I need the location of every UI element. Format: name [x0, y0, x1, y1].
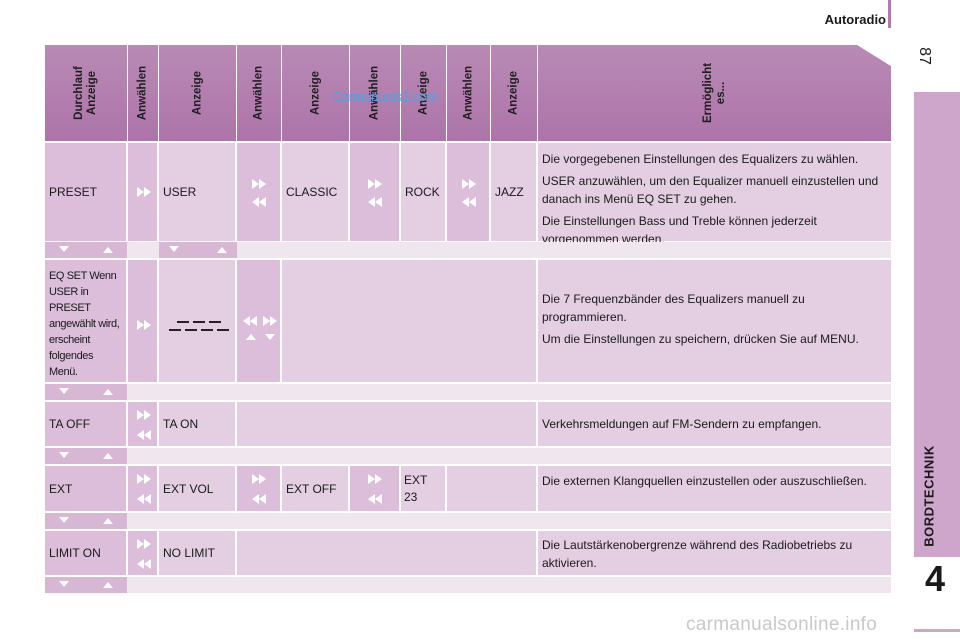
cell-ext-23: EXT 23	[401, 466, 447, 511]
header-anwaehlen-3: Anwählen	[350, 45, 401, 141]
triangle-up-icon	[103, 518, 113, 524]
cell-rock: ROCK	[401, 143, 447, 241]
header-durchlauf: Durchlauf Anzeige	[45, 45, 128, 141]
triangle-down-icon	[59, 517, 69, 523]
watermark-top: Carmanuals2.com	[332, 89, 438, 104]
header-anzeige-1: Anzeige	[159, 45, 237, 141]
cell-eq-bars	[159, 260, 237, 382]
cell-jazz: JAZZ	[491, 143, 538, 241]
cell-ta-on: TA ON	[159, 402, 237, 446]
cell-select-limit	[128, 531, 159, 575]
cell-select-3	[350, 143, 401, 241]
triangle-up-icon	[103, 453, 113, 459]
fast-forward-icon	[137, 474, 151, 484]
fast-forward-icon	[137, 187, 151, 197]
cell-select-4	[447, 143, 491, 241]
cell-select-1	[128, 143, 159, 241]
cell-preset: PRESET	[45, 143, 128, 241]
cell-ta-off: TA OFF	[45, 402, 128, 446]
header-ermoeglicht: Ermöglicht es...	[701, 62, 727, 123]
cell-eq-nav	[237, 260, 282, 382]
fast-forward-icon	[137, 410, 151, 420]
cell-select-eq	[128, 260, 159, 382]
triangle-down-icon	[169, 246, 179, 252]
triangle-down-icon	[59, 581, 69, 587]
triangle-down-icon	[59, 388, 69, 394]
rewind-icon	[137, 559, 151, 569]
chapter-number: 4	[924, 558, 946, 599]
cell-select-ta	[128, 402, 159, 446]
chapter-number-box	[914, 557, 960, 629]
rewind-icon	[368, 197, 382, 207]
rewind-icon	[137, 494, 151, 504]
cell-ext-vol: EXT VOL	[159, 466, 237, 511]
cell-limit-on: LIMIT ON	[45, 531, 128, 575]
cell-select-2	[237, 143, 282, 241]
header-anzeige-3: Anzeige	[401, 45, 447, 141]
cell-description-preset: Die vorgegebenen Einstellungen des Equal…	[538, 143, 891, 246]
fast-forward-icon	[137, 539, 151, 549]
fast-forward-icon	[462, 179, 476, 189]
cell-select-ext-3	[350, 466, 401, 511]
cell-description-eq: Die 7 Frequenzbänder des Equalizers manu…	[538, 260, 891, 382]
table-row-ta: TA OFF TA ON Verkehrsmeldungen auf FM-Se…	[45, 402, 891, 446]
triangle-up-icon	[246, 334, 256, 340]
cell-description-ext: Die externen Klangquellen einzustellen o…	[538, 466, 891, 511]
cell-user: USER	[159, 143, 237, 241]
watermark-bottom: carmanualsonline.info	[686, 614, 878, 635]
rewind-icon	[243, 316, 257, 326]
cell-ext: EXT	[45, 466, 128, 511]
table-row-ext: EXT EXT VOL EXT OFF EXT 23 Die externen …	[45, 466, 891, 511]
fast-forward-icon	[137, 320, 151, 330]
fast-forward-icon	[252, 179, 266, 189]
triangle-up-icon	[103, 582, 113, 588]
cell-description-limit: Die Lautstärkenobergrenze während des Ra…	[538, 531, 891, 575]
fast-forward-icon	[368, 474, 382, 484]
rewind-icon	[252, 494, 266, 504]
cell-classic: CLASSIC	[282, 143, 350, 241]
chapter-side-tab	[914, 92, 960, 632]
header-accent-bar	[888, 0, 891, 28]
triangle-down-icon	[59, 246, 69, 252]
header-anwaehlen-2: Anwählen	[237, 45, 282, 141]
triangle-up-icon	[103, 389, 113, 395]
rewind-icon	[368, 494, 382, 504]
cell-no-limit: NO LIMIT	[159, 531, 237, 575]
cell-description-ta: Verkehrsmeldungen auf FM-Sendern zu empf…	[538, 402, 891, 446]
chapter-label: BORDTECHNIK	[921, 445, 937, 547]
fast-forward-icon	[368, 179, 382, 189]
header-anwaehlen-1: Anwählen	[128, 45, 159, 141]
fast-forward-icon	[263, 316, 277, 326]
header-anzeige-2: Anzeige	[282, 45, 350, 141]
header-anwaehlen-4: Anwählen	[447, 45, 491, 141]
rewind-icon	[137, 430, 151, 440]
table-row-preset: PRESET USER CLASSIC ROCK JAZZ Die vorgeg…	[45, 143, 891, 246]
triangle-up-icon	[217, 247, 227, 253]
fast-forward-icon	[252, 474, 266, 484]
table-row-limit: LIMIT ON NO LIMIT Die Lautstärkenobergre…	[45, 531, 891, 575]
cell-eq-set: EQ SET Wenn USER in PRESET angewählt wir…	[45, 260, 128, 382]
section-title: Autoradio	[824, 12, 886, 27]
triangle-down-icon	[59, 452, 69, 458]
header-anzeige-4: Anzeige	[491, 45, 538, 141]
separator-row	[45, 577, 891, 593]
page-number: 87	[916, 47, 933, 65]
triangle-up-icon	[103, 247, 113, 253]
separator-row	[45, 384, 891, 400]
rewind-icon	[252, 197, 266, 207]
cell-select-ext-2	[237, 466, 282, 511]
table-row-eq-set: EQ SET Wenn USER in PRESET angewählt wir…	[45, 260, 891, 382]
separator-row	[45, 242, 891, 258]
rewind-icon	[462, 197, 476, 207]
cell-select-ext-1	[128, 466, 159, 511]
cell-ext-off: EXT OFF	[282, 466, 350, 511]
triangle-down-icon	[265, 334, 275, 340]
table-header-row	[45, 45, 891, 141]
separator-row	[45, 448, 891, 464]
separator-row	[45, 513, 891, 529]
